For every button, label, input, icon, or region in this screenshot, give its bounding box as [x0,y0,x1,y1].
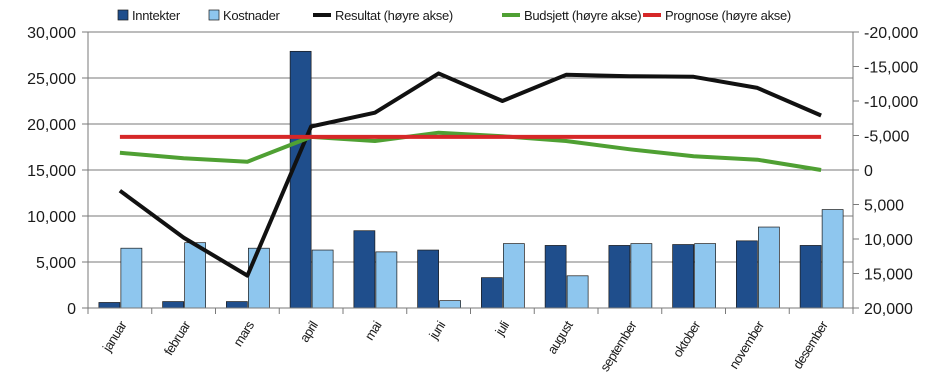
x-tick-label: november [726,318,767,372]
line-resultat [118,71,822,278]
x-tick-label: mars [230,318,257,349]
bar-kostnader-november [758,226,780,309]
bar-kostnader-juni [439,300,461,309]
legend-label: Budsjett (høyre akse) [524,8,641,23]
bar-inntekter-oktober [672,244,694,309]
x-tick-label: juni [425,318,448,343]
left-tick-label: 25,000 [27,71,76,88]
bar-kostnader-september [630,243,653,309]
bar-kostnader-desember [821,209,844,309]
bar-inntekter-mars [226,301,248,309]
bar-inntekter-juni [417,249,439,309]
legend-label: Resultat (høyre akse) [335,8,453,23]
right-tick-label: 5,000 [864,198,904,215]
x-tick-label: mai [362,318,385,343]
x-tick-label: april [297,318,322,345]
right-tick-label: -10,000 [864,94,918,111]
bar-inntekter-desember [799,245,822,309]
bar-inntekter-november [736,240,758,309]
line-series [118,71,822,278]
right-tick-label: 20,000 [864,301,913,318]
bar-inntekter-september [608,245,631,309]
bar-kostnader-februar [184,242,206,309]
right-axis: -20,000 -15,000 -10,000 -5,000 0 5,000 10,000 1… [853,25,918,318]
legend-swatch [117,9,129,21]
right-tick-label: 10,000 [864,232,913,249]
bar-kostnader-oktober [694,243,716,309]
x-tick-label: juli [492,318,513,339]
legend-label: Inntekter [132,8,181,23]
x-tick-label: september [597,318,640,375]
bar-kostnader-mars [248,247,270,309]
right-tick-label: -5,000 [864,129,909,146]
bar-kostnader-januar [120,247,143,309]
x-tick-label: januar [99,318,130,355]
bar-kostnader-august [566,275,589,309]
x-tick-label: desember [790,318,831,372]
bar-inntekter-juli [481,277,503,309]
gridlines [88,31,853,263]
x-axis: januar februar mars april mai juni juli august s… [87,308,854,375]
bar-inntekter-januar [98,302,121,309]
line-budsjett [119,130,822,172]
right-tick-label: -15,000 [864,60,918,77]
left-axis: 0 5,000 10,000 15,000 20,000 25,000 30,000 [27,25,88,318]
bar-inntekter-februar [162,301,184,309]
legend: Inntekter Kostnader Resultat (høyre akse) B… [117,8,791,23]
bar-inntekter-april [289,50,312,309]
x-tick-label: februar [161,318,194,358]
left-tick-label: 0 [67,301,76,318]
left-tick-label: 30,000 [27,25,76,42]
bar-inntekter-mai [353,230,376,309]
legend-swatch [208,9,220,21]
left-tick-label: 10,000 [27,209,76,226]
legend-label: Prognose (høyre akse) [665,8,791,23]
legend-label: Kostnader [223,8,281,23]
bar-kostnader-mai [375,251,398,309]
right-tick-label: -20,000 [864,25,918,42]
bar-kostnader-juli [503,243,525,309]
x-tick-label: oktober [670,318,704,360]
left-tick-label: 15,000 [27,163,76,180]
right-tick-label: 0 [864,163,873,180]
x-tick-label: august [544,318,576,357]
right-tick-label: 15,000 [864,267,913,284]
left-tick-label: 5,000 [36,255,76,272]
bar-kostnader-april [311,249,334,309]
bar-series [98,50,844,309]
left-tick-label: 20,000 [27,117,76,134]
bar-inntekter-august [544,245,567,309]
